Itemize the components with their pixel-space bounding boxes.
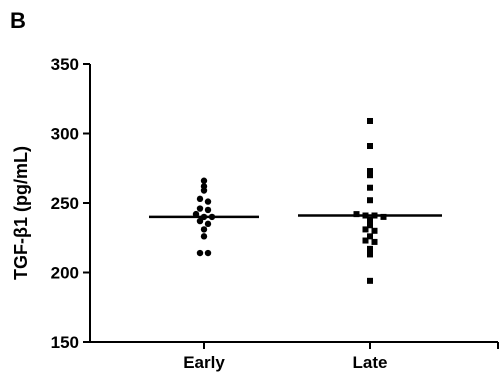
data-points <box>192 117 387 284</box>
data-point-late <box>371 212 378 219</box>
data-point-late <box>380 213 387 220</box>
data-point-early <box>196 195 204 203</box>
panel-label: B <box>10 8 26 33</box>
y-axis-title-group: TGF-β1 (pg/mL) <box>11 146 31 280</box>
data-point-early <box>200 177 208 184</box>
data-point-early <box>200 233 208 240</box>
data-point-early <box>196 249 204 257</box>
x-category-label: Early <box>183 353 225 372</box>
data-point-late <box>367 168 373 175</box>
data-point-early <box>200 226 208 233</box>
data-point-early <box>200 187 208 194</box>
mean-lines <box>149 214 442 219</box>
y-tick-label: 300 <box>51 125 79 144</box>
data-point-late <box>367 184 373 191</box>
data-point-early <box>204 198 212 205</box>
data-point-early <box>204 206 212 214</box>
data-point-early <box>196 217 204 225</box>
data-point-late <box>367 172 373 179</box>
data-point-late <box>371 238 378 245</box>
data-point-late <box>367 233 373 240</box>
data-point-late <box>371 227 378 234</box>
y-tick-label: 150 <box>51 333 79 352</box>
data-point-late <box>367 277 373 284</box>
x-ticks: Early Late <box>183 342 499 372</box>
data-point-late <box>367 143 373 150</box>
x-category-label: Late <box>353 353 388 372</box>
data-point-late <box>367 245 373 252</box>
y-ticks: 150 200 250 300 350 <box>51 55 90 352</box>
data-point-early <box>204 249 212 257</box>
data-point-late <box>367 222 373 229</box>
data-point-late <box>367 117 373 124</box>
y-tick-label: 350 <box>51 55 79 74</box>
data-point-late <box>362 226 369 233</box>
data-point-early <box>196 205 204 212</box>
y-tick-label: 250 <box>51 194 79 213</box>
data-point-early <box>208 213 216 221</box>
data-point-late <box>367 216 373 223</box>
data-point-late <box>362 212 369 219</box>
data-point-early <box>204 220 212 228</box>
data-point-late <box>367 197 373 204</box>
y-axis-title: TGF-β1 (pg/mL) <box>11 146 31 280</box>
data-point-late <box>353 211 360 218</box>
y-tick-label: 200 <box>51 264 79 283</box>
data-point-late <box>367 251 373 258</box>
data-point-early <box>200 213 208 221</box>
data-point-early <box>192 210 200 218</box>
data-point-late <box>362 237 369 244</box>
